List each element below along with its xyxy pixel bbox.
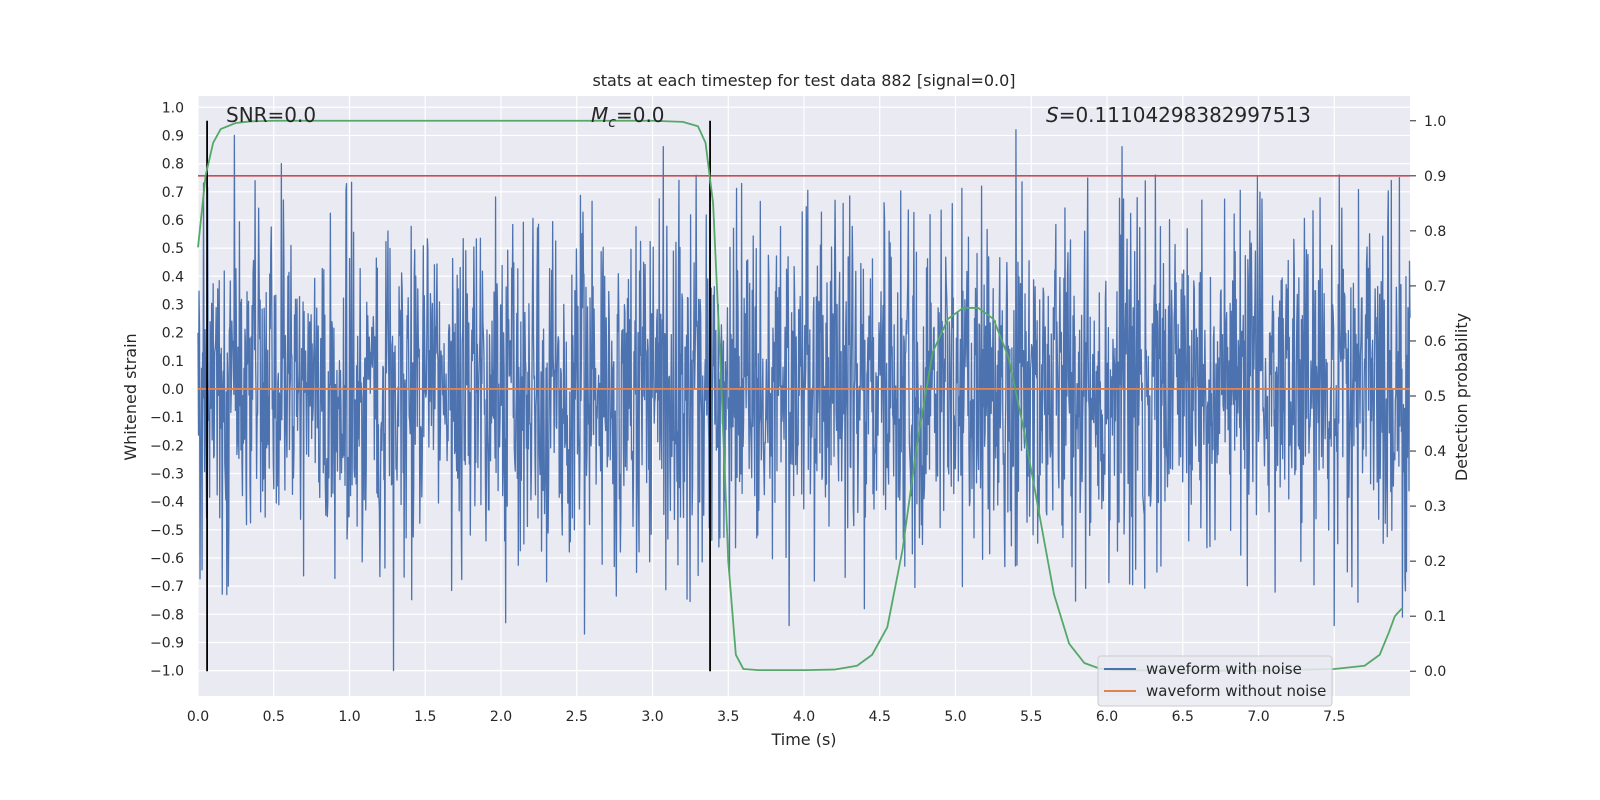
y2-tick-label: 0.7 <box>1424 279 1446 295</box>
x-tick-label: 3.5 <box>717 709 739 725</box>
annotation-snr: SNR=0.0 <box>226 103 316 127</box>
x-tick-label: 5.5 <box>1020 709 1042 725</box>
x-tick-label: 7.5 <box>1323 709 1345 725</box>
x-tick-label: 7.0 <box>1247 709 1269 725</box>
annotation-mc: Mc=0.0 <box>591 103 665 131</box>
y-tick-label: −0.2 <box>150 438 184 454</box>
y-tick-label: −0.6 <box>150 551 184 567</box>
y2-tick-label: 0.6 <box>1424 334 1446 350</box>
annotation-s-symbol: S <box>1046 103 1059 127</box>
series-waveform-with-noise <box>197 129 1411 672</box>
x-tick-label: 1.0 <box>338 709 360 725</box>
series-lines <box>197 119 1410 672</box>
x-tick-label: 6.5 <box>1172 709 1194 725</box>
legend: waveform with noise waveform without noi… <box>1097 655 1333 707</box>
y-tick-label: −0.7 <box>150 579 184 595</box>
y-tick-label: 0.5 <box>162 241 184 257</box>
annotation-mc-symbol: M <box>591 103 608 127</box>
y2-tick-label: 0.2 <box>1424 554 1446 570</box>
y2-tick-label: 0.3 <box>1424 499 1446 515</box>
y-tick-label: −0.4 <box>150 495 184 511</box>
x-tick-label: 6.0 <box>1096 709 1118 725</box>
y-tick-label: 0.1 <box>162 354 184 370</box>
y-tick-label: 0.9 <box>162 128 184 144</box>
y2-tick-label: 0.4 <box>1424 444 1446 460</box>
x-tick-label: 5.0 <box>944 709 966 725</box>
y-tick-label: 0.2 <box>162 326 184 342</box>
y-tick-label: −0.3 <box>150 466 184 482</box>
x-tick-label: 0.0 <box>187 709 209 725</box>
annotation-mc-sub: c <box>608 115 616 131</box>
y-tick-label: 0.7 <box>162 185 184 201</box>
y-tick-label: 1.0 <box>162 100 184 116</box>
x-tick-label: 2.5 <box>566 709 588 725</box>
series-noise-path <box>197 129 1411 672</box>
annotation-mc-value: =0.0 <box>616 103 665 127</box>
y-axis-label: Whitened strain <box>121 333 140 460</box>
legend-label-clean: waveform without noise <box>1146 682 1326 700</box>
y2-tick-label: 1.0 <box>1424 114 1446 130</box>
x-tick-label: 0.5 <box>263 709 285 725</box>
legend-box <box>1097 655 1333 707</box>
annotation-s-value: =0.11104298382997513 <box>1059 103 1311 127</box>
y-tick-label: −0.8 <box>150 607 184 623</box>
y2-tick-label: 0.9 <box>1424 169 1446 185</box>
x-tick-label: 4.0 <box>793 709 815 725</box>
y2-tick-label: 0.1 <box>1424 609 1446 625</box>
y-tick-label: −0.1 <box>150 410 184 426</box>
y2-axis-label: Detection probability <box>1452 313 1471 481</box>
y2-tick-label: 0.8 <box>1424 224 1446 240</box>
chart-title: stats at each timestep for test data 882… <box>592 71 1015 90</box>
x-axis-label: Time (s) <box>770 730 836 749</box>
y-tick-label: −0.5 <box>150 523 184 539</box>
y-tick-label: 0.8 <box>162 157 184 173</box>
x-tick-label: 3.0 <box>641 709 663 725</box>
y-tick-label: 0.0 <box>162 382 184 398</box>
y-tick-label: −1.0 <box>150 664 184 680</box>
legend-label-noise: waveform with noise <box>1146 660 1302 678</box>
y-tick-label: −0.9 <box>150 635 184 651</box>
y-tick-label: 0.4 <box>162 269 184 285</box>
y-tick-label: 0.6 <box>162 213 184 229</box>
annotation-s: S=0.11104298382997513 <box>1046 103 1311 127</box>
axes: 0.0 0.5 1.0 1.5 2.0 2.5 3.0 3.5 4.0 4.5 5.0 5.5 6.0 6… <box>150 100 1446 725</box>
x-tick-label: 4.5 <box>869 709 891 725</box>
x-tick-label: 1.5 <box>414 709 436 725</box>
y2-tick-label: 0.5 <box>1424 389 1446 405</box>
y2-tick-label: 0.0 <box>1424 664 1446 680</box>
y-tick-label: 0.3 <box>162 297 184 313</box>
x-tick-label: 2.0 <box>490 709 512 725</box>
